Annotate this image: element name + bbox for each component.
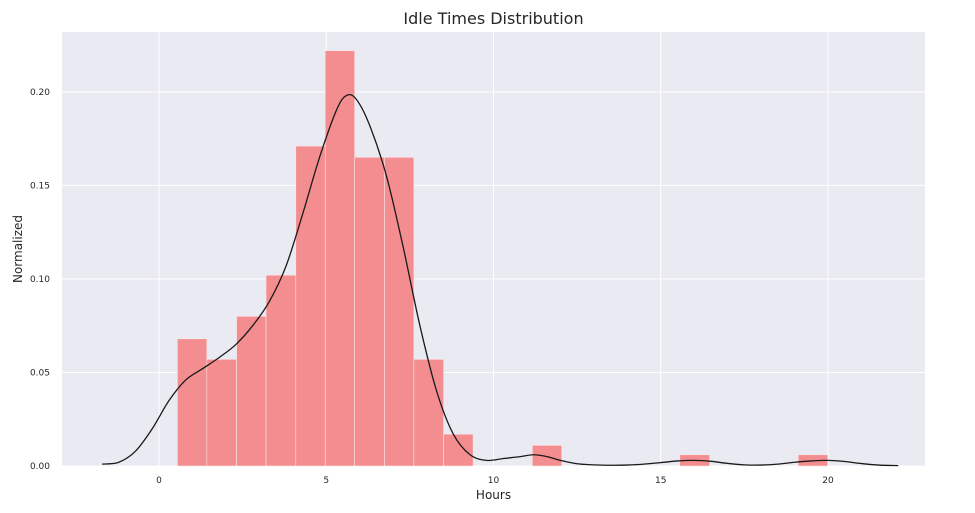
chart-title: Idle Times Distribution	[403, 9, 583, 28]
histogram-bar	[532, 445, 563, 467]
histogram-bar	[265, 274, 297, 467]
y-axis-label: Normalized	[11, 215, 25, 283]
x-tick-label: 15	[655, 476, 666, 486]
x-tick-label: 5	[323, 476, 329, 486]
histogram-bar	[295, 145, 326, 467]
y-tick-labels: 0.00 0.05 0.10 0.15 0.20	[30, 88, 50, 472]
histogram-bar	[206, 359, 237, 467]
y-tick-label: 0.05	[30, 368, 50, 378]
x-tick-label: 0	[156, 476, 162, 486]
x-tick-labels: 0 5 10 15 20	[156, 476, 834, 486]
histogram-bar	[443, 433, 474, 467]
x-tick-label: 10	[488, 476, 500, 486]
histogram-bar	[177, 338, 208, 467]
histogram-bar	[354, 157, 385, 467]
y-tick-label: 0.15	[30, 181, 50, 191]
y-tick-label: 0.10	[30, 275, 50, 285]
histogram-bar	[236, 316, 267, 467]
kde-curve	[102, 93, 899, 467]
histogram-bar	[324, 50, 355, 467]
histogram-bars	[177, 50, 828, 467]
y-tick-label: 0.00	[30, 462, 50, 472]
x-tick-label: 20	[822, 476, 834, 486]
x-axis-label: Hours	[476, 488, 511, 502]
histogram-bar	[413, 359, 444, 467]
histogram-bar	[384, 157, 415, 467]
y-tick-label: 0.20	[30, 88, 50, 98]
